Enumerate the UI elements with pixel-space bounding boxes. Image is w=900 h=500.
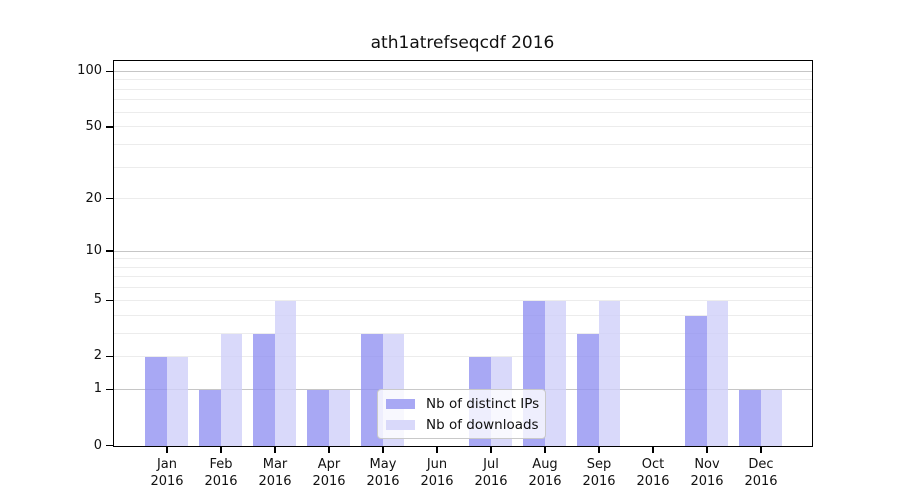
- bar-nb-of-downloads: [544, 300, 566, 446]
- x-tick-label: May 2016: [366, 456, 400, 489]
- legend-label-downloads: Nb of downloads: [426, 416, 539, 433]
- legend: Nb of distinct IPs Nb of downloads: [377, 389, 546, 439]
- x-tick-mark: [652, 447, 654, 453]
- y-gridline-minor: [114, 111, 812, 113]
- x-tick-label: Sep 2016: [582, 456, 616, 489]
- x-tick-mark: [274, 447, 276, 453]
- bar-nb-of-downloads: [706, 300, 728, 446]
- bar-nb-of-distinct-ips: [685, 315, 707, 446]
- y-gridline-minor: [114, 314, 812, 316]
- y-gridline-minor: [114, 299, 812, 301]
- y-gridline-major: [114, 250, 812, 252]
- y-tick-mark: [106, 197, 114, 200]
- legend-swatch-distinct-ips: [386, 398, 415, 409]
- x-tick-label: Feb 2016: [204, 456, 238, 489]
- x-tick-mark: [706, 447, 708, 453]
- x-tick-label: Jun 2016: [420, 456, 454, 489]
- y-tick-label: 5: [93, 292, 102, 308]
- y-tick-label: 100: [77, 63, 102, 79]
- bars-layer: [114, 61, 812, 446]
- y-tick-label: 10: [85, 243, 102, 259]
- y-gridline-minor: [114, 88, 812, 90]
- x-tick-mark: [166, 447, 168, 453]
- y-tick-mark: [106, 250, 114, 252]
- x-tick-label: Dec 2016: [744, 456, 778, 489]
- y-tick-label: 50: [85, 118, 102, 134]
- y-gridline-minor: [114, 276, 812, 278]
- x-tick-mark: [436, 447, 438, 453]
- y-tick-label: 1: [93, 381, 102, 397]
- bar-nb-of-downloads: [760, 389, 782, 446]
- y-tick-mark: [106, 388, 114, 391]
- x-tick-label: Nov 2016: [690, 456, 724, 489]
- y-tick-mark: [106, 299, 114, 301]
- x-tick-label: Apr 2016: [312, 456, 346, 489]
- x-tick-label: Jan 2016: [150, 456, 184, 489]
- bar-nb-of-distinct-ips: [145, 356, 167, 446]
- legend-item-distinct-ips: Nb of distinct IPs: [386, 396, 545, 412]
- x-tick-mark: [328, 447, 330, 453]
- x-tick-mark: [760, 447, 762, 453]
- y-gridline-minor: [114, 126, 812, 128]
- plot-area: [113, 60, 813, 447]
- legend-label-distinct-ips: Nb of distinct IPs: [426, 395, 540, 412]
- x-tick-mark: [490, 447, 492, 453]
- bar-nb-of-downloads: [166, 356, 188, 446]
- y-tick-mark: [106, 444, 114, 447]
- x-tick-mark: [544, 447, 546, 453]
- y-gridline-minor: [114, 287, 812, 289]
- y-tick-mark: [106, 355, 114, 358]
- chart-title: ath1atrefseqcdf 2016: [370, 33, 555, 53]
- x-tick-mark: [220, 447, 222, 453]
- y-gridline-major: [114, 70, 812, 72]
- bar-nb-of-distinct-ips: [739, 389, 761, 446]
- y-gridline-minor: [114, 198, 812, 200]
- y-gridline-minor: [114, 166, 812, 168]
- y-gridline-minor: [114, 355, 812, 357]
- legend-item-downloads: Nb of downloads: [386, 417, 545, 433]
- bar-nb-of-downloads: [274, 300, 296, 446]
- x-tick-mark: [382, 447, 384, 453]
- bar-nb-of-downloads: [328, 389, 350, 446]
- y-tick-label: 20: [85, 190, 102, 206]
- y-gridline-minor: [114, 332, 812, 334]
- bar-nb-of-distinct-ips: [307, 389, 329, 446]
- x-tick-label: Oct 2016: [636, 456, 670, 489]
- bar-nb-of-distinct-ips: [253, 333, 275, 446]
- x-tick-label: Jul 2016: [474, 456, 508, 489]
- y-gridline-minor: [114, 99, 812, 101]
- y-tick-mark: [106, 70, 114, 73]
- bar-nb-of-distinct-ips: [199, 389, 221, 446]
- y-tick-mark: [106, 126, 114, 128]
- y-tick-label: 0: [93, 437, 102, 453]
- bar-nb-of-distinct-ips: [577, 333, 599, 446]
- x-tick-mark: [598, 447, 600, 453]
- x-tick-label: Mar 2016: [258, 456, 292, 489]
- y-gridline-minor: [114, 258, 812, 260]
- legend-swatch-downloads: [386, 419, 415, 430]
- x-tick-label: Aug 2016: [528, 456, 562, 489]
- bar-nb-of-downloads: [220, 333, 242, 446]
- y-gridline-minor: [114, 266, 812, 268]
- y-gridline-minor: [114, 143, 812, 145]
- y-tick-label: 2: [93, 348, 102, 364]
- y-gridline-minor: [114, 79, 812, 81]
- bar-nb-of-downloads: [598, 300, 620, 446]
